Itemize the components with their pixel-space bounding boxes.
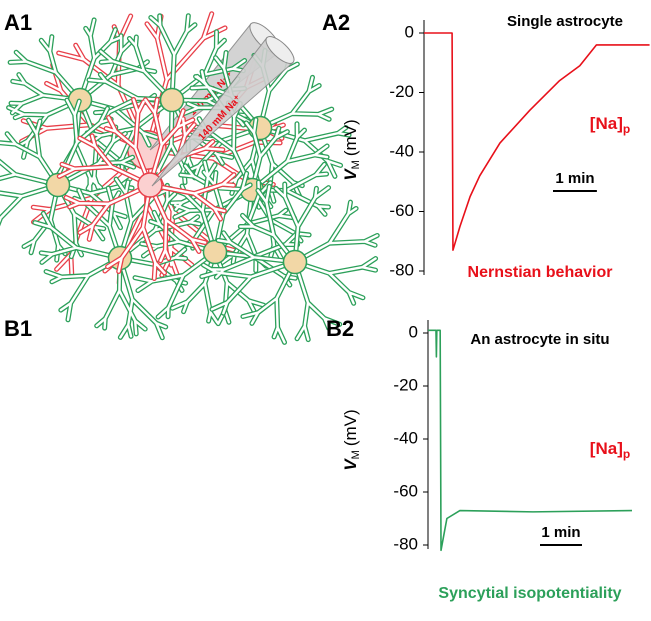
soma	[159, 87, 185, 113]
footer-label: Syncytial isopotentiality	[438, 585, 621, 602]
footer-label: Nernstian behavior	[468, 264, 613, 281]
y-label-unit: (mV)	[341, 119, 360, 156]
annotation-text: [Na]	[590, 114, 623, 133]
annotation: [Na]p	[590, 114, 630, 136]
panel-label: B1	[4, 316, 32, 341]
soma	[137, 172, 163, 198]
y-axis-label: VM (mV)	[341, 119, 361, 180]
process-inner	[200, 182, 379, 344]
panel-label: A2	[322, 10, 350, 35]
y-label-symbol: V	[341, 458, 360, 471]
y-label-symbol: V	[341, 168, 360, 181]
y-tick-label: -40	[393, 428, 418, 447]
annotation-subscript: p	[623, 122, 630, 136]
astrocyte	[0, 97, 137, 263]
scale-bar-label: 1 min	[541, 524, 580, 541]
panel-label: B2	[326, 316, 354, 341]
y-label-subscript: M	[350, 160, 362, 169]
soma	[282, 249, 308, 275]
scale-bar-label: 1 min	[555, 170, 594, 187]
y-label-unit: (mV)	[341, 409, 360, 446]
trace	[428, 329, 633, 552]
panel-label: A1	[4, 10, 32, 35]
y-tick-label: 0	[405, 22, 414, 41]
annotation-text: [Na]	[590, 439, 623, 458]
trace	[424, 32, 650, 251]
y-tick-label: -80	[393, 534, 418, 553]
y-axis-label: VM (mV)	[341, 409, 361, 470]
annotation: [Na]p	[590, 439, 630, 461]
annotation-subscript: p	[623, 447, 630, 461]
pipette-opening	[265, 36, 295, 64]
y-label-subscript: M	[350, 450, 362, 459]
y-tick-label: -80	[389, 260, 414, 279]
y-tick-label: -40	[389, 141, 414, 160]
chart-title: Single astrocyte	[507, 13, 623, 30]
soma	[202, 239, 228, 265]
y-tick-label: 0	[409, 322, 418, 341]
astrocyte	[199, 181, 380, 345]
soma	[45, 172, 71, 198]
illustrations: 140 mM Na⁺140 mM Na⁺	[0, 11, 380, 345]
y-tick-label: -60	[393, 481, 418, 500]
y-tick-label: -20	[393, 375, 418, 394]
y-tick-label: -20	[389, 82, 414, 101]
chart-title: An astrocyte in situ	[470, 331, 609, 348]
y-tick-label: -60	[389, 201, 414, 220]
